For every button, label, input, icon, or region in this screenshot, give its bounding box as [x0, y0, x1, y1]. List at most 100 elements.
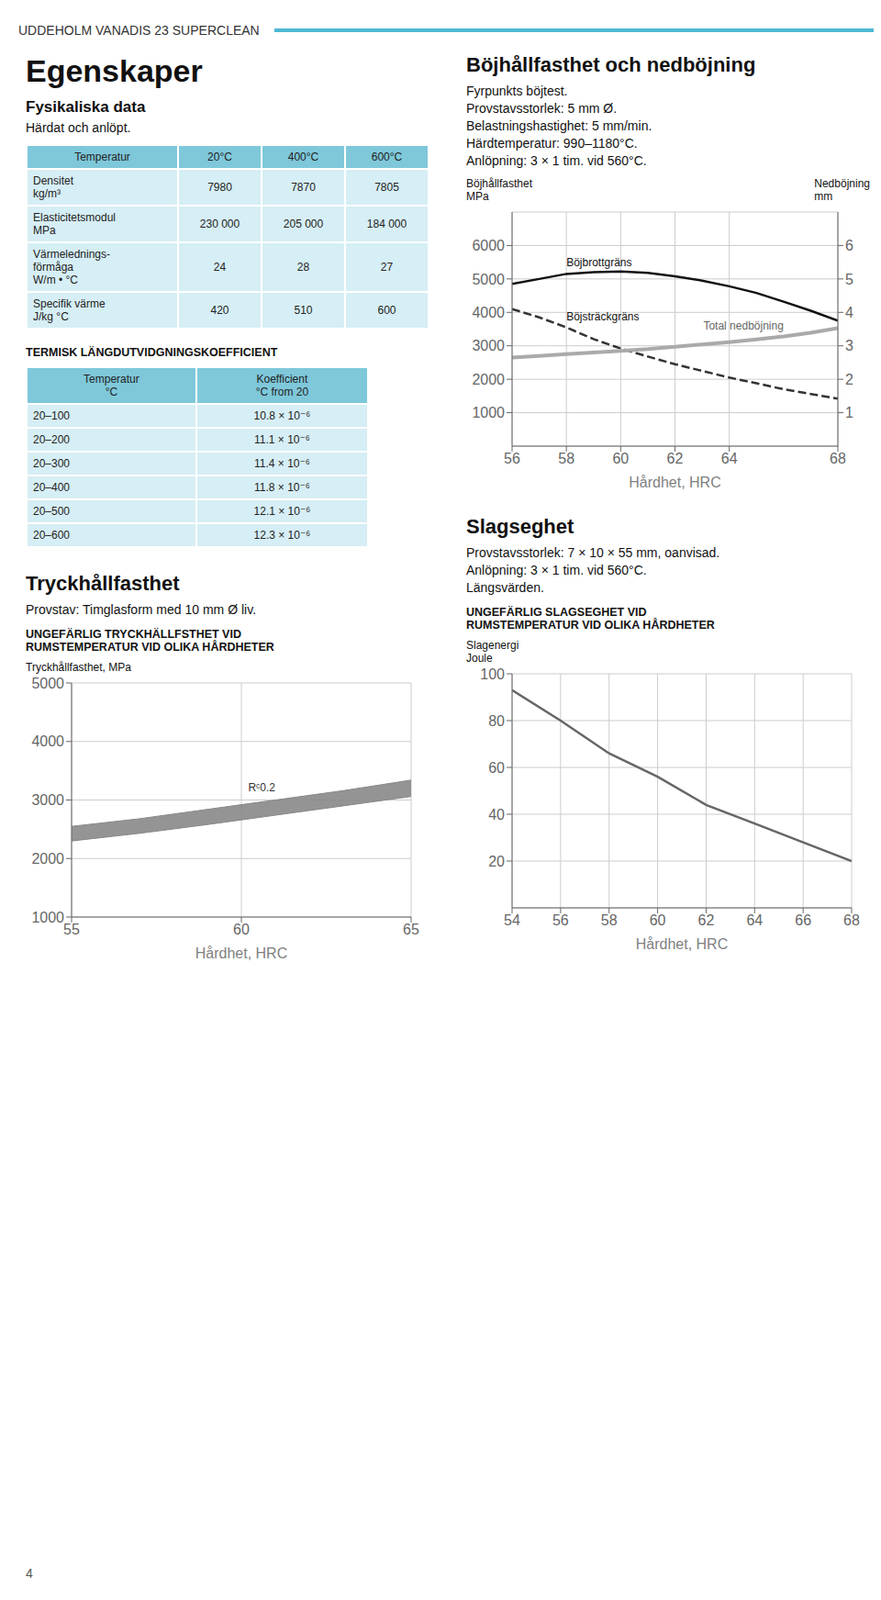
html-text:Böjhållfasthet MPa: Böjhållfasthet MPa	[466, 177, 533, 203]
svg-text:68: 68	[829, 450, 847, 467]
svg-text:64: 64	[746, 912, 763, 928]
html-text:420: 420	[210, 303, 229, 317]
svg-text:1: 1	[845, 404, 854, 421]
svg-text:100: 100	[479, 666, 505, 682]
svg-text:Hårdhet, HRC: Hårdhet, HRC	[195, 945, 288, 961]
html-text:Provstav: Timglasform med 10 m: Provstav: Timglasform med 10 mm Ø liv.	[25, 602, 257, 617]
svg-text:60: 60	[649, 912, 667, 928]
html-text:Provstavsstorlek: 7 × 10 × 55: Provstavsstorlek: 7 × 10 × 55 mm, oanvis…	[466, 545, 720, 560]
html-text:7805: 7805	[374, 180, 400, 194]
svg-text:3000: 3000	[31, 791, 65, 808]
svg-text:64: 64	[721, 450, 738, 467]
svg-text:4000: 4000	[31, 733, 65, 749]
html-text:Koefficient °C from 20: Koefficient °C from 20	[255, 372, 309, 399]
svg-text:68: 68	[843, 912, 860, 928]
html-text:11.1 × 10⁻⁶: 11.1 × 10⁻⁶	[254, 433, 311, 447]
html-text:400°C: 400°C	[287, 150, 319, 164]
html-text:20–600: 20–600	[33, 528, 70, 542]
html-text:205 000: 205 000	[283, 217, 324, 231]
svg-text:Hårdhet, HRC: Hårdhet, HRC	[635, 936, 728, 952]
html-text:Temperatur: Temperatur	[74, 150, 131, 164]
html-text:Provstavsstorlek: 5 mm Ø.: Provstavsstorlek: 5 mm Ø.	[466, 100, 617, 116]
svg-text:65: 65	[402, 921, 420, 937]
svg-text:4: 4	[845, 304, 854, 321]
svg-text:56: 56	[552, 912, 569, 928]
html-text:Tryckhållfasthet, MPa: Tryckhållfasthet, MPa	[25, 660, 132, 674]
html-text:Längsvärden.: Längsvärden.	[466, 579, 545, 595]
svg-text:3000: 3000	[471, 337, 505, 354]
html-text:20–100: 20–100	[33, 409, 70, 423]
html-text:Slagseghet: Slagseghet	[466, 514, 574, 538]
html-text:Specifik värme J/kg °C: Specifik värme J/kg °C	[33, 297, 106, 324]
svg-text:54: 54	[503, 912, 521, 928]
html-text:Elasticitetsmodul MPa: Elasticitetsmodul MPa	[33, 211, 116, 237]
html-text:600°C: 600°C	[371, 150, 403, 164]
html-text:11.8 × 10⁻⁶: 11.8 × 10⁻⁶	[254, 480, 311, 494]
svg-text:2000: 2000	[471, 371, 505, 388]
svg-text:60: 60	[612, 450, 629, 467]
html-text:230 000: 230 000	[199, 217, 240, 231]
svg-text:1000: 1000	[471, 404, 505, 421]
html-text:184 000: 184 000	[366, 217, 407, 231]
svg-text:Böjbrottgräns: Böjbrottgräns	[566, 256, 632, 269]
svg-text:60: 60	[488, 759, 505, 776]
svg-text:55: 55	[63, 921, 80, 937]
html-text:Nedböjning mm: Nedböjning mm	[814, 177, 870, 203]
html-text:Temperatur °C: Temperatur °C	[83, 372, 140, 399]
svg-text:6: 6	[845, 237, 854, 254]
html-text:20–500: 20–500	[33, 504, 70, 518]
svg-text:62: 62	[698, 912, 715, 928]
html-text:UNGEFÄRLIG SLAGSEGHET VID RUMS: UNGEFÄRLIG SLAGSEGHET VID RUMSTEMPERATUR…	[466, 605, 715, 632]
html-text:28: 28	[297, 260, 310, 274]
html-text:20–200: 20–200	[33, 433, 70, 447]
svg-text:Rᶜ0.2: Rᶜ0.2	[247, 780, 276, 794]
html-text:10.8 × 10⁻⁶: 10.8 × 10⁻⁶	[253, 409, 311, 423]
html-text:TERMISK LÄNGDUTVIDGNINGSKOEFFI: TERMISK LÄNGDUTVIDGNINGSKOEFFICIENT	[25, 345, 278, 359]
svg-text:6000: 6000	[471, 237, 505, 254]
html-text:Slagenergi Joule: Slagenergi Joule	[466, 638, 519, 665]
svg-text:4000: 4000	[471, 304, 505, 321]
html-text:Egenskaper: Egenskaper	[25, 53, 203, 89]
svg-text:2000: 2000	[31, 850, 65, 867]
svg-text:5000: 5000	[471, 271, 505, 288]
svg-text:80: 80	[488, 713, 505, 729]
html-text:Tryckhållfasthet: Tryckhållfasthet	[25, 571, 180, 595]
html-text:20°C: 20°C	[207, 150, 233, 164]
html-text:20–400: 20–400	[33, 480, 70, 494]
html-text:Belastningshastighet: 5 mm/min: Belastningshastighet: 5 mm/min.	[466, 118, 652, 134]
svg-text:20: 20	[488, 853, 505, 870]
html-text:Böjhållfasthet och nedböjning: Böjhållfasthet och nedböjning	[466, 53, 756, 77]
html-text:Värmelednings- förmåga W/m • °: Värmelednings- förmåga W/m • °C	[33, 247, 111, 287]
svg-text:66: 66	[794, 912, 812, 928]
html-text:Densitet kg/m³: Densitet kg/m³	[33, 174, 74, 201]
html-text:7980: 7980	[207, 180, 232, 194]
html-text:24: 24	[213, 260, 226, 274]
svg-text:Hårdhet, HRC: Hårdhet, HRC	[628, 474, 721, 491]
svg-text:Böjsträckgräns: Böjsträckgräns	[566, 310, 639, 324]
html-text:Härdat och anlöpt.: Härdat och anlöpt.	[25, 120, 131, 135]
html-text:12.1 × 10⁻⁶: 12.1 × 10⁻⁶	[253, 504, 311, 518]
html-text:Fysikaliska data: Fysikaliska data	[25, 98, 146, 116]
svg-text:56: 56	[503, 450, 521, 467]
svg-text:Total nedböjning: Total nedböjning	[702, 319, 783, 333]
svg-text:58: 58	[601, 912, 618, 928]
svg-text:1000: 1000	[31, 909, 65, 926]
svg-text:3: 3	[845, 337, 854, 354]
html-text:12.3 × 10⁻⁶: 12.3 × 10⁻⁶	[253, 528, 311, 542]
html-text:Fyrpunkts böjtest.: Fyrpunkts böjtest.	[466, 83, 568, 99]
html-text:Anlöpning: 3 × 1 tim. vid 560°: Anlöpning: 3 × 1 tim. vid 560°C.	[466, 153, 647, 168]
svg-text:40: 40	[488, 806, 505, 823]
svg-text:60: 60	[233, 921, 250, 937]
html-text:600: 600	[377, 303, 396, 317]
svg-text:58: 58	[557, 450, 575, 467]
svg-text:5: 5	[845, 271, 854, 288]
svg-text:62: 62	[667, 450, 684, 467]
html-text:510: 510	[294, 303, 313, 317]
html-text:UNGEFÄRLIG TRYCKHÄLLFSTHET VID: UNGEFÄRLIG TRYCKHÄLLFSTHET VID RUMSTEMPE…	[25, 627, 275, 654]
svg-text:2: 2	[845, 371, 854, 388]
html-text:UDDEHOLM VANADIS 23 SUPERCLEAN: UDDEHOLM VANADIS 23 SUPERCLEAN	[18, 22, 260, 38]
html-text:Härdtemperatur: 990–1180°C.: Härdtemperatur: 990–1180°C.	[466, 135, 638, 151]
html-text:7870: 7870	[291, 180, 316, 194]
html-text:Anlöpning: 3 × 1 tim. vid 560°: Anlöpning: 3 × 1 tim. vid 560°C.	[466, 562, 647, 578]
svg-text:5000: 5000	[31, 675, 65, 692]
